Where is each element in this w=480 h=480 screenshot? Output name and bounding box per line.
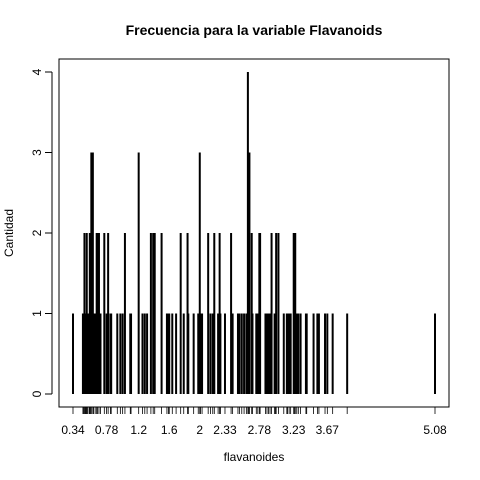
- chart-title: Frecuencia para la variable Flavanoids: [126, 22, 383, 38]
- y-axis-label: Cantidad: [2, 209, 16, 257]
- y-tick-label: 0: [30, 390, 44, 397]
- x-axis-label: flavanoides: [224, 450, 285, 464]
- y-tick-label: 3: [30, 149, 44, 156]
- x-tick-label: 3.23: [282, 423, 306, 437]
- bars-group: [72, 72, 436, 394]
- plot-frame: [58, 58, 450, 408]
- x-tick-label: 2.78: [248, 423, 272, 437]
- x-tick-label: 0.78: [95, 423, 119, 437]
- x-tick-label: 1.2: [130, 423, 147, 437]
- y-tick-label: 4: [30, 68, 44, 75]
- y-tick-label: 1: [30, 310, 44, 317]
- y-axis: 0 1 2 3 4: [30, 68, 53, 397]
- y-tick-label: 2: [30, 229, 44, 236]
- rug-group: [72, 407, 436, 414]
- x-tick-label: 5.08: [423, 423, 447, 437]
- x-tick-label: 1.6: [161, 423, 178, 437]
- x-tick-label: 2.33: [213, 423, 237, 437]
- x-tick-label: 3.67: [316, 423, 340, 437]
- x-tick-label: 0.34: [61, 423, 85, 437]
- x-axis: 0.34 0.78 1.2 1.6 2 2.33 2.78 3.23 3.67 5.08: [61, 423, 447, 437]
- x-tick-label: 2: [196, 423, 203, 437]
